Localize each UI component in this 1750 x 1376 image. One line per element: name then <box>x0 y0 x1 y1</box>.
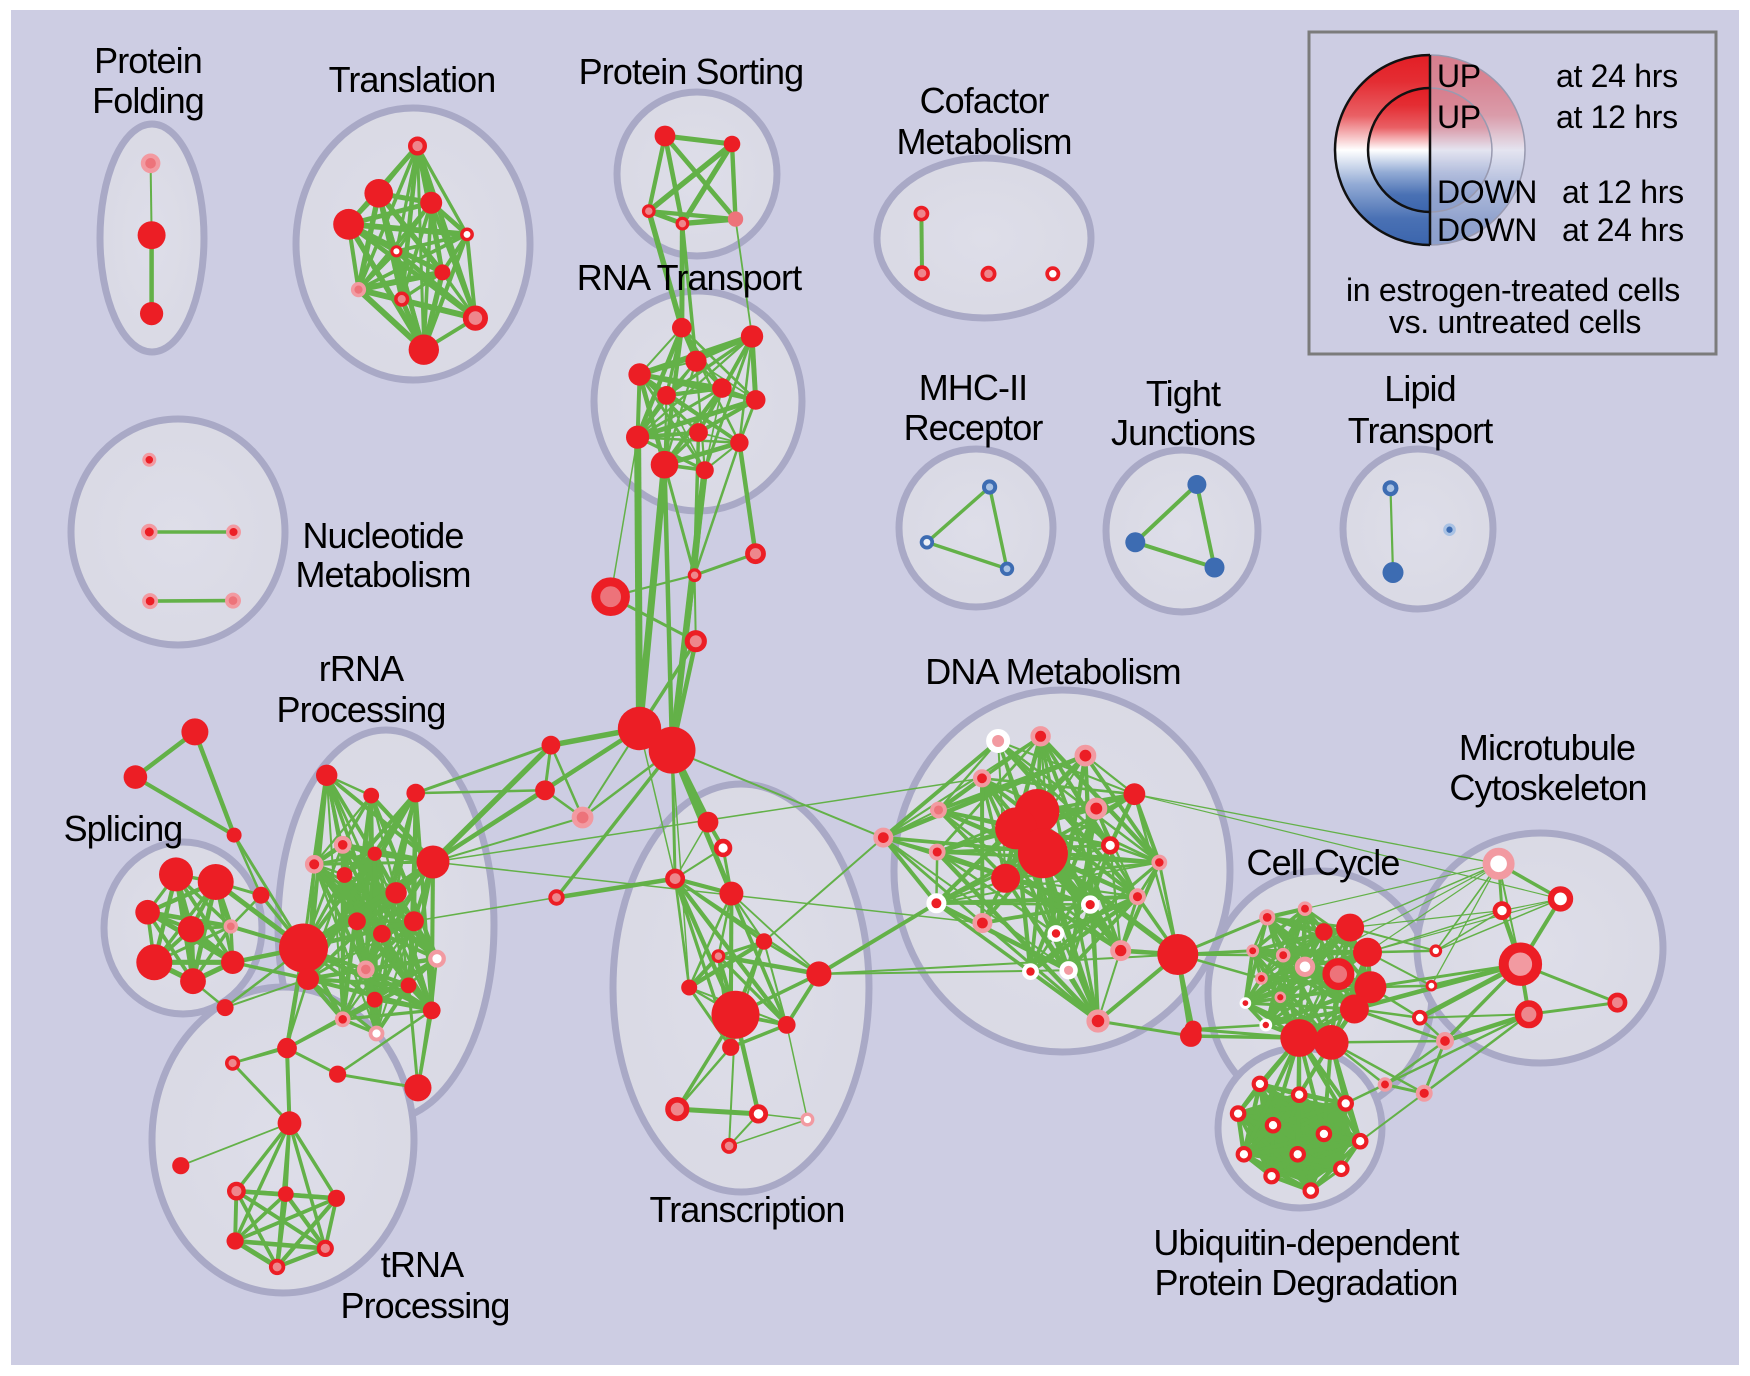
svg-text:Tight: Tight <box>1146 373 1221 414</box>
svg-text:Transport: Transport <box>1348 410 1494 451</box>
svg-text:UP: UP <box>1437 58 1481 94</box>
svg-text:Metabolism: Metabolism <box>295 554 470 595</box>
svg-text:RNA Transport: RNA Transport <box>577 257 802 298</box>
svg-text:at 12 hrs: at 12 hrs <box>1562 174 1684 210</box>
svg-text:Junctions: Junctions <box>1111 412 1255 453</box>
svg-text:Protein Sorting: Protein Sorting <box>579 51 804 92</box>
svg-text:DNA Metabolism: DNA Metabolism <box>925 651 1180 692</box>
svg-text:tRNA: tRNA <box>381 1244 464 1285</box>
svg-text:UP: UP <box>1437 99 1481 135</box>
svg-text:Ubiquitin-dependent: Ubiquitin-dependent <box>1153 1222 1459 1263</box>
svg-text:at 24 hrs: at 24 hrs <box>1556 58 1678 94</box>
svg-text:at 12 hrs: at 12 hrs <box>1556 99 1678 135</box>
svg-text:Transcription: Transcription <box>649 1189 844 1230</box>
svg-text:Lipid: Lipid <box>1384 368 1456 409</box>
svg-text:Folding: Folding <box>92 80 204 121</box>
svg-text:vs. untreated cells: vs. untreated cells <box>1389 304 1641 340</box>
svg-text:Processing: Processing <box>276 689 445 730</box>
svg-text:Nucleotide: Nucleotide <box>302 515 463 556</box>
svg-text:DOWN: DOWN <box>1437 212 1537 248</box>
svg-text:Cell Cycle: Cell Cycle <box>1246 842 1399 883</box>
svg-text:Processing: Processing <box>340 1285 509 1326</box>
svg-text:Microtubule: Microtubule <box>1459 727 1635 768</box>
svg-text:in estrogen-treated cells: in estrogen-treated cells <box>1346 272 1680 308</box>
svg-text:Metabolism: Metabolism <box>896 121 1071 162</box>
svg-text:Splicing: Splicing <box>64 808 183 849</box>
svg-text:Translation: Translation <box>329 59 496 100</box>
svg-text:rRNA: rRNA <box>319 648 404 689</box>
svg-text:Cytoskeleton: Cytoskeleton <box>1449 767 1646 808</box>
svg-text:Cofactor: Cofactor <box>920 80 1050 121</box>
svg-text:DOWN: DOWN <box>1437 174 1537 210</box>
svg-text:Protein: Protein <box>94 40 202 81</box>
svg-text:Receptor: Receptor <box>904 407 1044 448</box>
svg-text:at 24 hrs: at 24 hrs <box>1562 212 1684 248</box>
svg-text:Protein Degradation: Protein Degradation <box>1154 1262 1457 1303</box>
svg-text:MHC-II: MHC-II <box>919 367 1028 408</box>
